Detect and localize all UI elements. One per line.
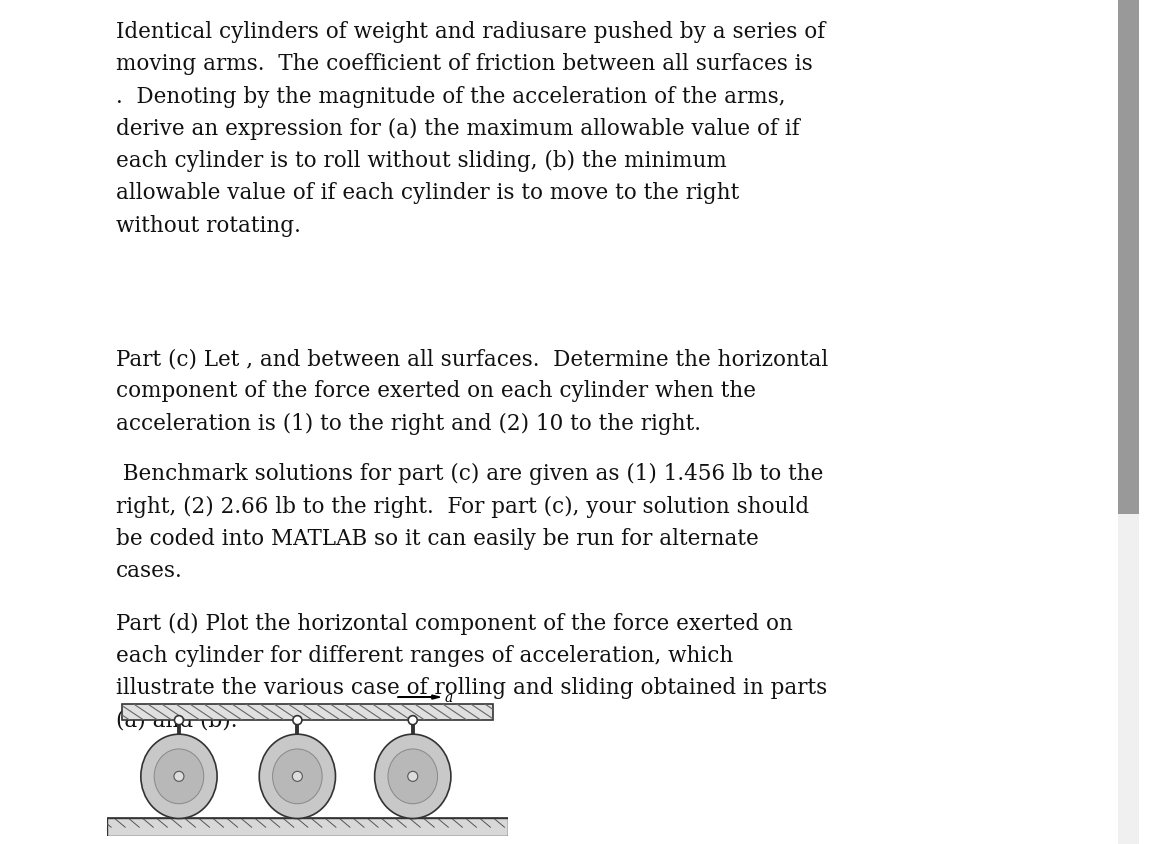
Ellipse shape bbox=[408, 716, 418, 725]
Ellipse shape bbox=[292, 716, 302, 725]
Ellipse shape bbox=[174, 771, 184, 782]
Text: Part (d) Plot the horizontal component of the force exerted on
each cylinder for: Part (d) Plot the horizontal component o… bbox=[116, 612, 827, 730]
Ellipse shape bbox=[273, 749, 322, 803]
Text: a: a bbox=[445, 690, 454, 704]
Text: Part (c) Let , and between all surfaces.  Determine the horizontal
component of : Part (c) Let , and between all surfaces.… bbox=[116, 348, 828, 434]
Ellipse shape bbox=[140, 734, 217, 819]
Ellipse shape bbox=[292, 771, 303, 782]
Text: Identical cylinders of weight and radiusare pushed by a series of
moving arms.  : Identical cylinders of weight and radius… bbox=[116, 21, 825, 236]
Ellipse shape bbox=[154, 749, 204, 803]
FancyArrow shape bbox=[398, 695, 440, 699]
Bar bbox=[1118, 0, 1139, 515]
Bar bbox=[107, 819, 508, 836]
Ellipse shape bbox=[408, 771, 418, 782]
Ellipse shape bbox=[174, 716, 183, 725]
Bar bbox=[1118, 0, 1139, 844]
Text: Benchmark solutions for part (c) are given as (1) 1.456 lb to the
right, (2) 2.6: Benchmark solutions for part (c) are giv… bbox=[116, 463, 824, 582]
Bar bbox=[122, 704, 493, 720]
Ellipse shape bbox=[259, 734, 335, 819]
Ellipse shape bbox=[375, 734, 451, 819]
Ellipse shape bbox=[387, 749, 437, 803]
